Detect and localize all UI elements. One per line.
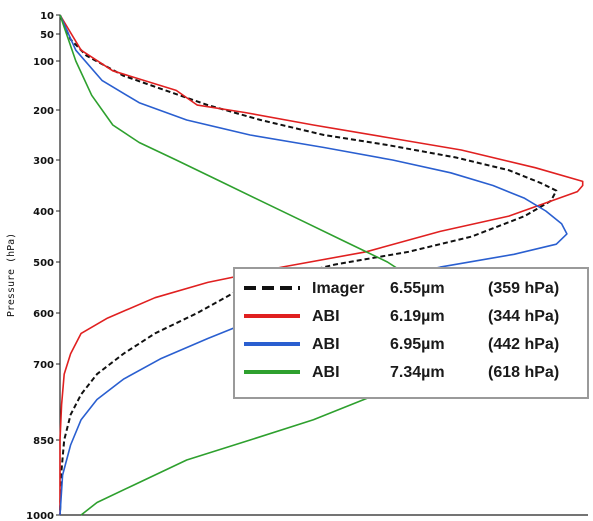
y-tick-label: 300 [33,156,54,167]
y-axis-label: Pressure (hPa) [6,233,17,317]
legend: Imager 6.55µm (359 hPa) ABI 6.19µm (344 hPa) A… [233,267,589,399]
legend-series-name: Imager [312,280,364,297]
y-tick-label: 10 [40,11,54,22]
y-tick-label: 500 [33,258,54,269]
imager-6-55-line [59,14,558,516]
series-layer [59,14,584,516]
y-tick-label: 200 [33,106,54,117]
legend-series-name: ABI [312,308,340,325]
legend-peak-pressure: (442 hPa) [488,336,559,353]
abi-6-95-line [59,14,568,516]
legend-series-name: ABI [312,364,340,381]
y-tick-label: 700 [33,360,54,371]
y-tick-label: 400 [33,207,54,218]
y-tick-label: 100 [33,57,54,68]
abi-6-19-line [59,14,584,515]
y-tick-label: 1000 [26,511,54,521]
legend-peak-pressure: (359 hPa) [488,280,559,297]
legend-box [233,267,589,399]
legend-wavelength: 6.95µm [390,336,445,353]
y-axis-ticks: 10 50 100 200 300 400 500 600 700 850 1000 [26,11,60,521]
legend-peak-pressure: (344 hPa) [488,308,559,325]
legend-series-name: ABI [312,336,340,353]
y-tick-label: 50 [40,30,54,41]
y-tick-label: 600 [33,309,54,320]
legend-wavelength: 6.55µm [390,280,445,297]
y-tick-label: 850 [33,436,54,447]
legend-wavelength: 6.19µm [390,308,445,325]
legend-wavelength: 7.34µm [390,364,445,381]
legend-peak-pressure: (618 hPa) [488,364,559,381]
